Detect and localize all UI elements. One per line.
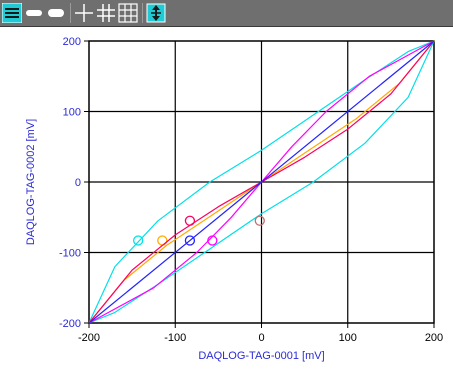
toolbar-separator	[142, 3, 143, 23]
autoscale-icon[interactable]	[146, 3, 166, 23]
y-tick-label: 0	[75, 177, 81, 189]
x-axis-label: DAQLOG-TAG-0001 [mV]	[198, 350, 324, 362]
series-line-4	[88, 40, 435, 324]
grid-medium-icon[interactable]	[96, 3, 116, 23]
toolbar-separator	[70, 3, 71, 23]
series-marker-3	[207, 235, 218, 246]
y-axis-label: DAQLOG-TAG-0002 [mV]	[25, 119, 37, 245]
grid-none-icon[interactable]	[74, 3, 94, 23]
x-tick-label: -200	[78, 332, 100, 344]
plot-area: -200 -100 0 100 200 -200 -100 0 100 200 DAQLOG-TAG…	[0, 27, 453, 385]
y-tick-label: 100	[63, 107, 81, 119]
y-tick-label: 200	[63, 36, 81, 48]
line-style-thick-icon[interactable]	[46, 3, 66, 23]
xy-chart[interactable]: -200 -100 0 100 200 -200 -100 0 100 200 DAQLOG-TAG…	[0, 27, 453, 385]
series-marker-4	[184, 235, 196, 246]
x-tick-label: -100	[164, 332, 186, 344]
series-marker-2	[184, 215, 196, 226]
chart-toolbar	[0, 0, 453, 27]
line-style-medium-icon[interactable]	[24, 3, 44, 23]
line-style-thin-icon[interactable]	[1, 2, 23, 24]
x-tick-label: 100	[339, 332, 357, 344]
series-marker-0	[133, 235, 144, 246]
grid-fine-icon[interactable]	[118, 3, 138, 23]
y-tick-label: -200	[59, 318, 81, 330]
y-tick-label: -100	[59, 248, 81, 260]
x-tick-label: 200	[425, 332, 443, 344]
x-tick-label: 0	[258, 332, 264, 344]
series-marker-5	[254, 215, 265, 226]
